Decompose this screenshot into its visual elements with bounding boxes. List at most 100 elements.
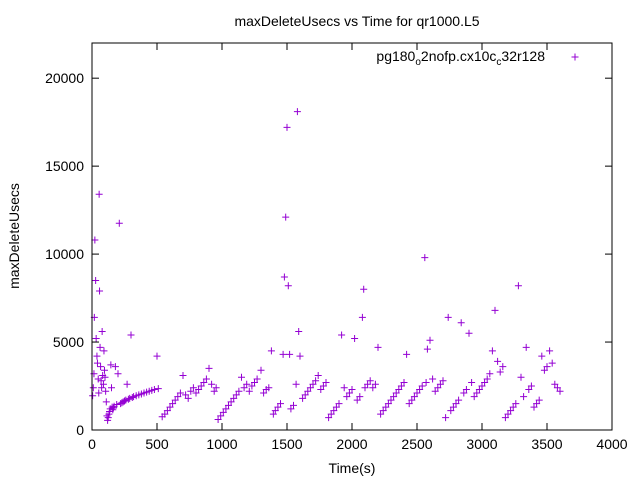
legend-label-part: 2nofp.cx10c [421, 48, 497, 64]
data-point [422, 379, 430, 387]
data-point [284, 282, 292, 290]
data-point [102, 387, 110, 395]
data-point [274, 403, 282, 411]
data-point [257, 366, 265, 374]
data-point [462, 386, 470, 394]
data-point [290, 401, 297, 409]
data-point [101, 373, 109, 381]
data-point [382, 403, 390, 411]
data-point [89, 392, 97, 400]
legend-plus-icon [571, 53, 579, 61]
data-point [460, 389, 468, 397]
data-point [296, 352, 304, 360]
data-point [366, 377, 374, 385]
data-point [494, 357, 502, 365]
data-point [421, 254, 429, 262]
data-point [210, 387, 218, 395]
data-point [478, 382, 486, 390]
data-point [390, 393, 398, 401]
data-point [361, 384, 369, 392]
data-point [465, 329, 473, 337]
data-point [356, 393, 364, 401]
legend: pg180o2nofp.cx10cc32r128 [376, 48, 579, 68]
data-point [283, 123, 291, 131]
data-point [520, 393, 528, 401]
data-point [93, 352, 101, 360]
data-point [447, 407, 455, 415]
data-point [403, 350, 411, 358]
data-point [374, 343, 382, 351]
data-point [95, 190, 103, 198]
data-point [304, 387, 312, 395]
data-point [251, 379, 258, 387]
data-point [442, 414, 450, 422]
data-point [121, 397, 128, 405]
data-point [174, 393, 182, 401]
data-point [208, 380, 216, 388]
data-point [292, 380, 300, 388]
data-point [202, 375, 210, 383]
data-point [115, 219, 123, 227]
x-tick-label: 1000 [206, 436, 237, 452]
data-point [369, 384, 377, 392]
data-point [95, 389, 103, 397]
data-point [94, 375, 102, 383]
data-point [195, 386, 203, 394]
data-point [322, 379, 330, 387]
data-point [335, 400, 343, 408]
data-point [384, 400, 392, 408]
data-point [400, 379, 408, 387]
data-point [265, 384, 273, 392]
data-point [238, 373, 245, 381]
data-point [512, 400, 520, 408]
data-point [314, 371, 322, 379]
data-points [89, 108, 564, 424]
data-point [97, 377, 105, 385]
data-point [408, 396, 416, 404]
data-point [306, 384, 314, 392]
data-point [348, 386, 356, 394]
data-point [533, 400, 541, 408]
data-point [449, 403, 457, 411]
data-point [360, 285, 368, 293]
data-point [496, 368, 504, 376]
data-point [413, 389, 421, 397]
data-point [535, 396, 543, 404]
legend-label: pg180o2nofp.cx10cc32r128 [376, 48, 545, 68]
data-point [509, 403, 517, 411]
data-point [245, 387, 253, 395]
data-point [455, 396, 463, 404]
data-point [434, 384, 442, 392]
data-point [330, 407, 338, 415]
data-point [345, 389, 353, 397]
data-point [248, 382, 256, 390]
data-point [222, 405, 230, 413]
data-point [92, 276, 100, 284]
data-point [351, 335, 359, 343]
data-point [123, 380, 131, 388]
x-tick-label: 4000 [596, 436, 627, 452]
data-point [418, 382, 426, 390]
data-point [109, 404, 117, 412]
legend-label-subscript: c [496, 57, 501, 68]
data-point [267, 347, 275, 355]
data-point [214, 415, 222, 423]
x-tick-label: 1500 [271, 436, 302, 452]
data-point [100, 347, 108, 355]
data-point [483, 375, 491, 383]
data-point [235, 387, 243, 395]
data-point [163, 407, 171, 415]
data-point [128, 393, 136, 401]
data-point [98, 384, 106, 392]
data-point [486, 370, 494, 378]
data-point [553, 384, 561, 392]
data-point [358, 313, 366, 321]
data-point [179, 371, 187, 379]
data-point [319, 382, 327, 390]
data-point [217, 412, 225, 420]
data-point [504, 410, 512, 418]
data-point [153, 352, 161, 360]
data-point [100, 366, 108, 374]
data-point [481, 379, 489, 387]
